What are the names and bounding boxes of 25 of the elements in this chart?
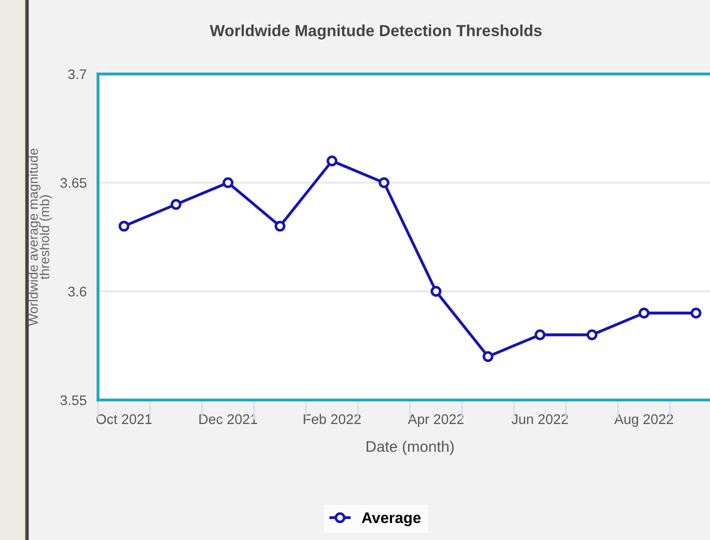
point <box>482 351 494 362</box>
point <box>534 329 546 340</box>
x-tick-label: Feb 2022 <box>304 414 361 424</box>
chart-title: Worldwide Magnitude Detection Thresholds <box>210 24 542 40</box>
point <box>690 308 702 318</box>
x-tick-label: Apr 2022 <box>408 414 464 427</box>
point <box>326 156 338 166</box>
point <box>430 286 442 297</box>
point <box>222 177 234 188</box>
point <box>170 198 182 210</box>
y-tick-label: 3.7 <box>68 69 86 80</box>
x-tick-label: Oct 2021 <box>96 414 152 424</box>
y-tick-label: 3.6 <box>68 286 86 297</box>
y-tick-label: 3.55 <box>60 395 86 406</box>
x-tick-label: Jun 2022 <box>512 414 568 424</box>
point <box>274 220 286 232</box>
x-tick-label: Aug 2022 <box>614 414 674 427</box>
y-tick-label: 3.65 <box>60 178 86 188</box>
y-axis-title: Worldwide average magnitude threshold (mb) <box>28 148 52 326</box>
legend-label: Average <box>362 512 421 526</box>
point <box>586 329 598 340</box>
point <box>118 220 130 232</box>
x-axis-title: Date (month) <box>366 440 454 455</box>
point <box>378 177 390 188</box>
point <box>638 308 650 318</box>
